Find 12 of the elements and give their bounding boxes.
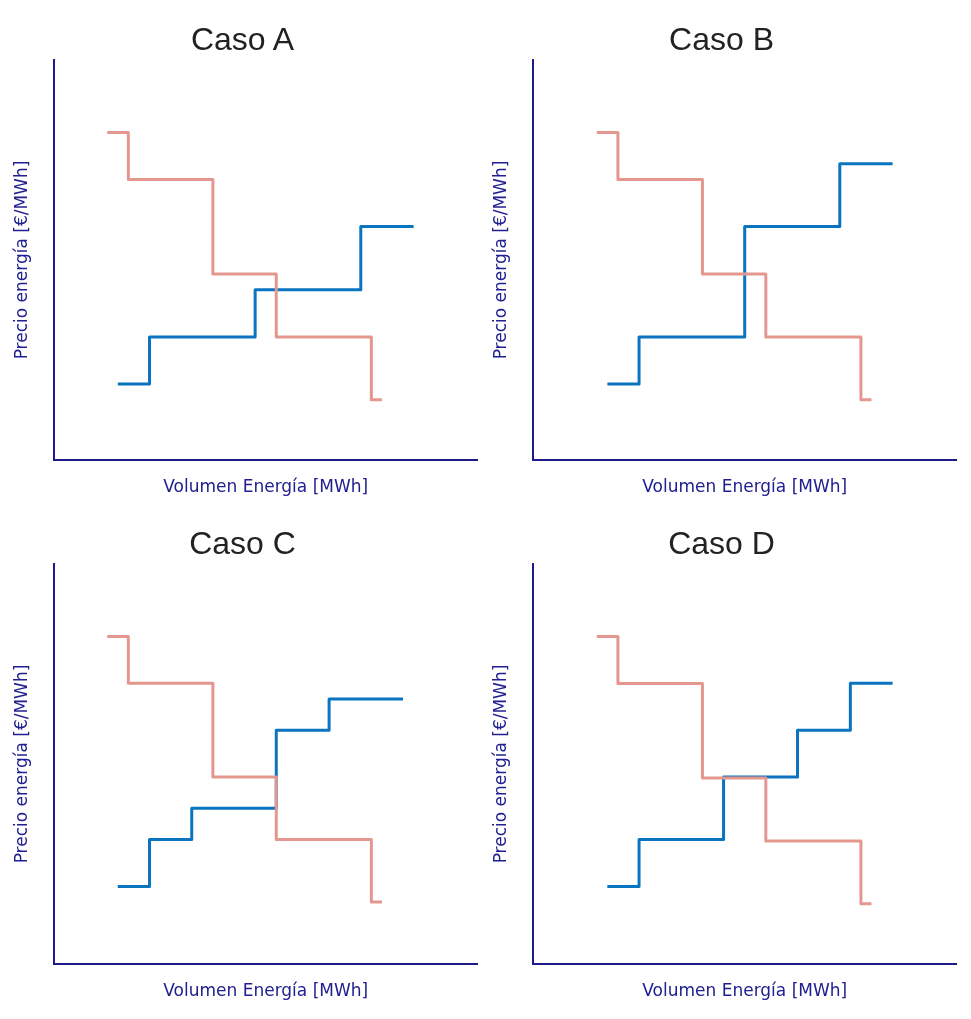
y-axis-title: Precio energía [€/MWh] [10, 160, 31, 360]
y-axis-title: Precio energía [€/MWh] [489, 664, 510, 864]
y-axis-title: Precio energía [€/MWh] [10, 664, 31, 864]
chart-title: Caso D [668, 525, 775, 562]
chart-title: Caso C [189, 525, 296, 562]
y-axis-title: Precio energía [€/MWh] [489, 160, 510, 360]
chart-title: Caso A [190, 21, 295, 58]
chart-title: Caso B [669, 21, 774, 58]
x-axis-title: Volumen Energía [MWh] [642, 476, 848, 497]
x-axis-title: Volumen Energía [MWh] [163, 980, 369, 1001]
x-axis-title: Volumen Energía [MWh] [642, 980, 848, 1001]
x-axis-title: Volumen Energía [MWh] [163, 476, 369, 497]
